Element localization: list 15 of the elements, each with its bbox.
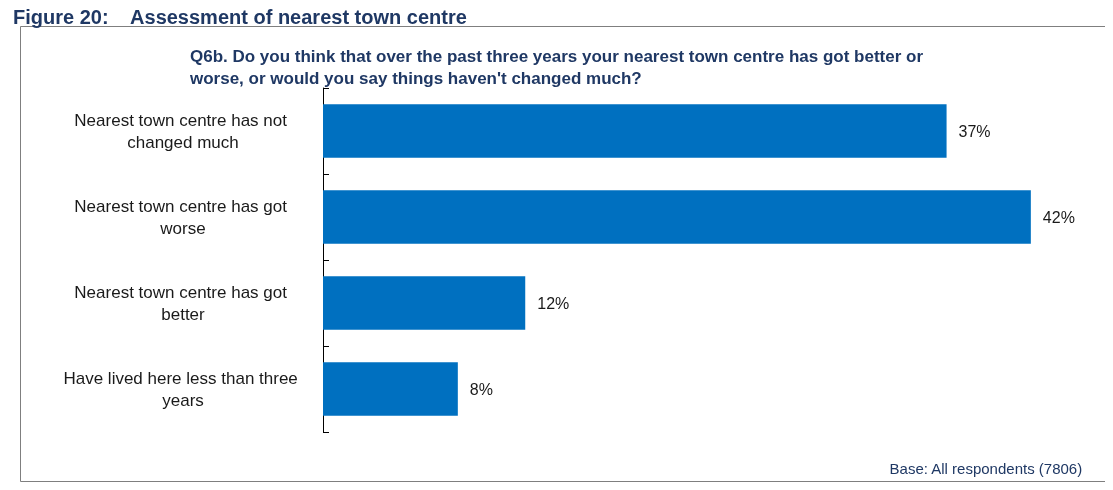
- chart-subtitle: Q6b. Do you think that over the past three years your nearest town centre has got better or worse, or would you say things haven't changed much?: [188, 46, 924, 88]
- text: Base: All respondents (7806): [889, 460, 1083, 477]
- bar: [323, 104, 947, 158]
- y-tick-label: Nearest town centre has got better: [74, 282, 292, 324]
- chart-title: Figure 20: Assessment of nearest town centre: [13, 6, 467, 28]
- data-label: 37%: [958, 122, 991, 140]
- bar: [323, 362, 458, 416]
- data-label: 8%: [469, 380, 493, 398]
- y-tick-label: Have lived here less than three years: [63, 368, 303, 410]
- y-tick-label: Nearest town centre has got worse: [74, 196, 292, 238]
- data-label: 12%: [537, 294, 570, 312]
- y-tick-label: Nearest town centre has not changed much: [74, 110, 292, 152]
- bar: [323, 190, 1031, 244]
- data-label: 42%: [1042, 208, 1075, 226]
- bar: [323, 276, 526, 330]
